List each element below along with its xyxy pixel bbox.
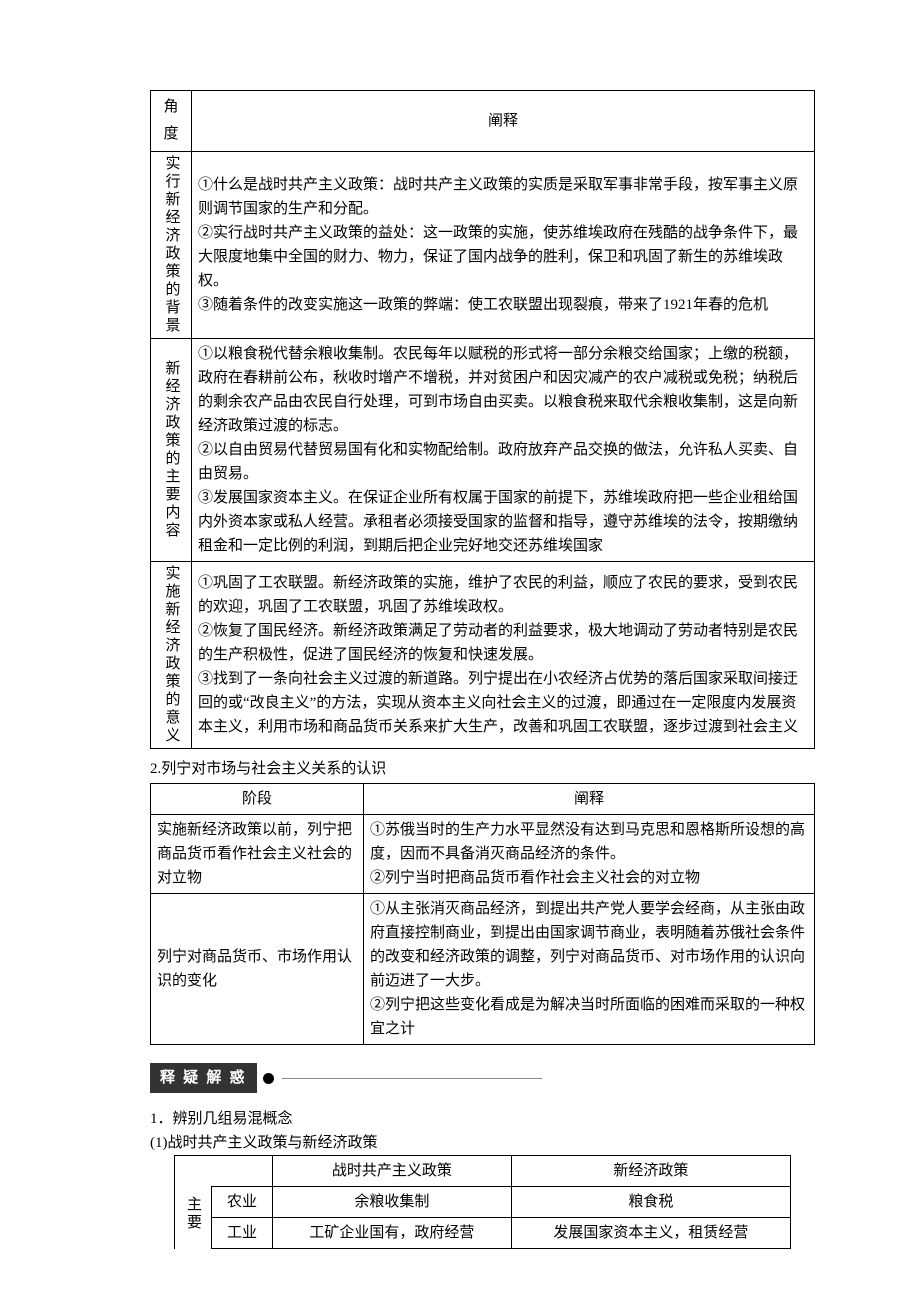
stage-before: 实施新经济政策以前，列宁把商品货币看作社会主义社会的对立物 <box>151 815 364 894</box>
row-meaning-text: ①巩固了工农联盟。新经济政策的实施，维护了农民的利益，顺应了农民的要求，受到农民… <box>192 562 815 749</box>
stage-change-text: ①从主张消灭商品经济，到提出共产党人要学会经商，从主张由政府直接控制商业，到提出… <box>364 894 815 1045</box>
divider-line <box>282 1078 542 1079</box>
section-clarify-header: 释 疑 解 惑 <box>150 1063 815 1093</box>
row-meaning-label: 实施新经济政策的意义 <box>151 562 192 749</box>
section-2-title: 2.列宁对市场与社会主义关系的认识 <box>150 757 815 781</box>
col-explain: 阐释 <box>192 91 815 152</box>
blank-corner <box>175 1156 273 1187</box>
agri-nep: 粮食税 <box>511 1187 790 1218</box>
p-policies: (1)战时共产主义政策与新经济政策 <box>150 1131 815 1155</box>
col-nep: 新经济政策 <box>511 1156 790 1187</box>
dot-icon <box>263 1073 274 1084</box>
row-content-text: ①以粮食税代替余粮收集制。农民每年以赋税的形式将一部分余粮交给国家；上缴的税额，… <box>192 339 815 562</box>
col-explain-2: 阐释 <box>364 784 815 815</box>
row-content-label: 新经济政策的主要内容 <box>151 339 192 562</box>
col-war-communism: 战时共产主义政策 <box>273 1156 512 1187</box>
p-distinguish: 1．辨别几组易混概念 <box>150 1107 815 1131</box>
clarify-tag: 释 疑 解 惑 <box>150 1063 257 1093</box>
cat-industry: 工业 <box>212 1218 273 1249</box>
row-background-label: 实行新经济政策的背景 <box>151 152 192 339</box>
row-background-text: ①什么是战时共产主义政策：战时共产主义政策的实质是采取军事非常手段，按军事主义原… <box>192 152 815 339</box>
col-angle: 角度 <box>151 91 192 152</box>
col-stage: 阶段 <box>151 784 364 815</box>
agri-war: 余粮收集制 <box>273 1187 512 1218</box>
cat-agriculture: 农业 <box>212 1187 273 1218</box>
table-lenin-market: 阶段 阐释 实施新经济政策以前，列宁把商品货币看作社会主义社会的对立物 ①苏俄当… <box>150 783 815 1045</box>
ind-nep: 发展国家资本主义，租赁经营 <box>511 1218 790 1249</box>
stage-change: 列宁对商品货币、市场作用认识的变化 <box>151 894 364 1045</box>
side-main: 主要 <box>175 1187 212 1249</box>
stage-before-text: ①苏俄当时的生产力水平显然没有达到马克思和恩格斯所设想的高度，因而不具备消灭商品… <box>364 815 815 894</box>
ind-war: 工矿企业国有，政府经营 <box>273 1218 512 1249</box>
table-nep: 角度 阐释 实行新经济政策的背景 ①什么是战时共产主义政策：战时共产主义政策的实… <box>150 90 815 749</box>
table-compare: 战时共产主义政策 新经济政策 主要 农业 余粮收集制 粮食税 工业 工矿企业国有… <box>174 1155 791 1249</box>
